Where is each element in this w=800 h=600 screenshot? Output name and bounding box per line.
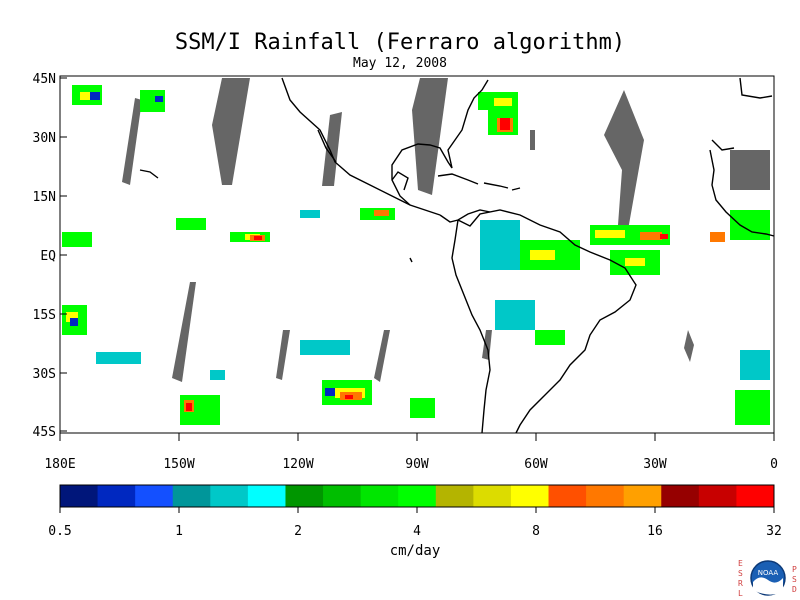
esrl-letters: E [738, 559, 743, 568]
svg-text:L: L [738, 589, 743, 598]
colorbar-swatch [210, 485, 249, 507]
colorbar-swatch [661, 485, 700, 507]
psd-letters: P [792, 565, 797, 574]
lat-label: 30S [33, 367, 56, 382]
lon-label: 60W [524, 457, 548, 472]
lat-label: 15N [33, 190, 56, 205]
colorbar-unit: cm/day [389, 543, 441, 559]
rainfall-patches [62, 85, 770, 425]
map-title: SSM/I Rainfall (Ferraro algorithm) [174, 30, 626, 55]
lon-label: 0 [770, 457, 778, 472]
lon-label: 180E [44, 457, 75, 472]
svg-text:S: S [792, 575, 797, 584]
missing-swaths [122, 78, 694, 382]
colorbar-swatch [135, 485, 174, 507]
colorbar-tick-label: 0.5 [48, 524, 71, 539]
lon-label: 30W [643, 457, 667, 472]
lat-label: 15S [33, 308, 56, 323]
map-date: May 12, 2008 [353, 56, 447, 71]
colorbar-tick-label: 2 [294, 524, 302, 539]
lat-label: 45N [33, 72, 56, 87]
colorbar-swatch [60, 485, 99, 507]
colorbar-swatch [247, 485, 286, 507]
colorbar-swatch [548, 485, 587, 507]
coastlines [139, 77, 775, 434]
colorbar-swatch [736, 485, 775, 507]
colorbar-swatch [97, 485, 136, 507]
colorbar-tick-label: 8 [532, 524, 540, 539]
colorbar-swatch [285, 485, 324, 507]
lon-ticks [59, 433, 775, 441]
colorbar-tick-label: 16 [647, 524, 663, 539]
colorbar-swatch [586, 485, 625, 507]
colorbar-swatch [435, 485, 474, 507]
colorbar-swatch [698, 485, 737, 507]
missing-africa [730, 150, 770, 190]
lat-ticks [60, 77, 67, 432]
colorbar-swatch [473, 485, 512, 507]
colorbar-swatch [398, 485, 437, 507]
noaa-logo: E S R L NOAA P S D [738, 559, 797, 598]
colorbar-tick-label: 4 [413, 524, 421, 539]
colorbar-swatch [623, 485, 662, 507]
svg-text:R: R [738, 579, 743, 588]
colorbar-swatch [510, 485, 550, 507]
svg-text:S: S [738, 569, 743, 578]
svg-text:D: D [792, 585, 797, 594]
lon-label: 90W [405, 457, 429, 472]
colorbar-swatch [360, 485, 399, 507]
lon-label: 150W [163, 457, 194, 472]
lat-label: 45S [33, 425, 56, 440]
colorbar [59, 484, 775, 513]
colorbar-swatch [323, 485, 362, 507]
colorbar-swatch [172, 485, 211, 507]
lat-label: 30N [33, 131, 56, 146]
lat-label: EQ [40, 249, 56, 264]
colorbar-tick-label: 1 [175, 524, 183, 539]
colorbar-tick-label: 32 [766, 524, 782, 539]
noaa-emblem-text: NOAA [758, 569, 779, 577]
lon-label: 120W [282, 457, 313, 472]
